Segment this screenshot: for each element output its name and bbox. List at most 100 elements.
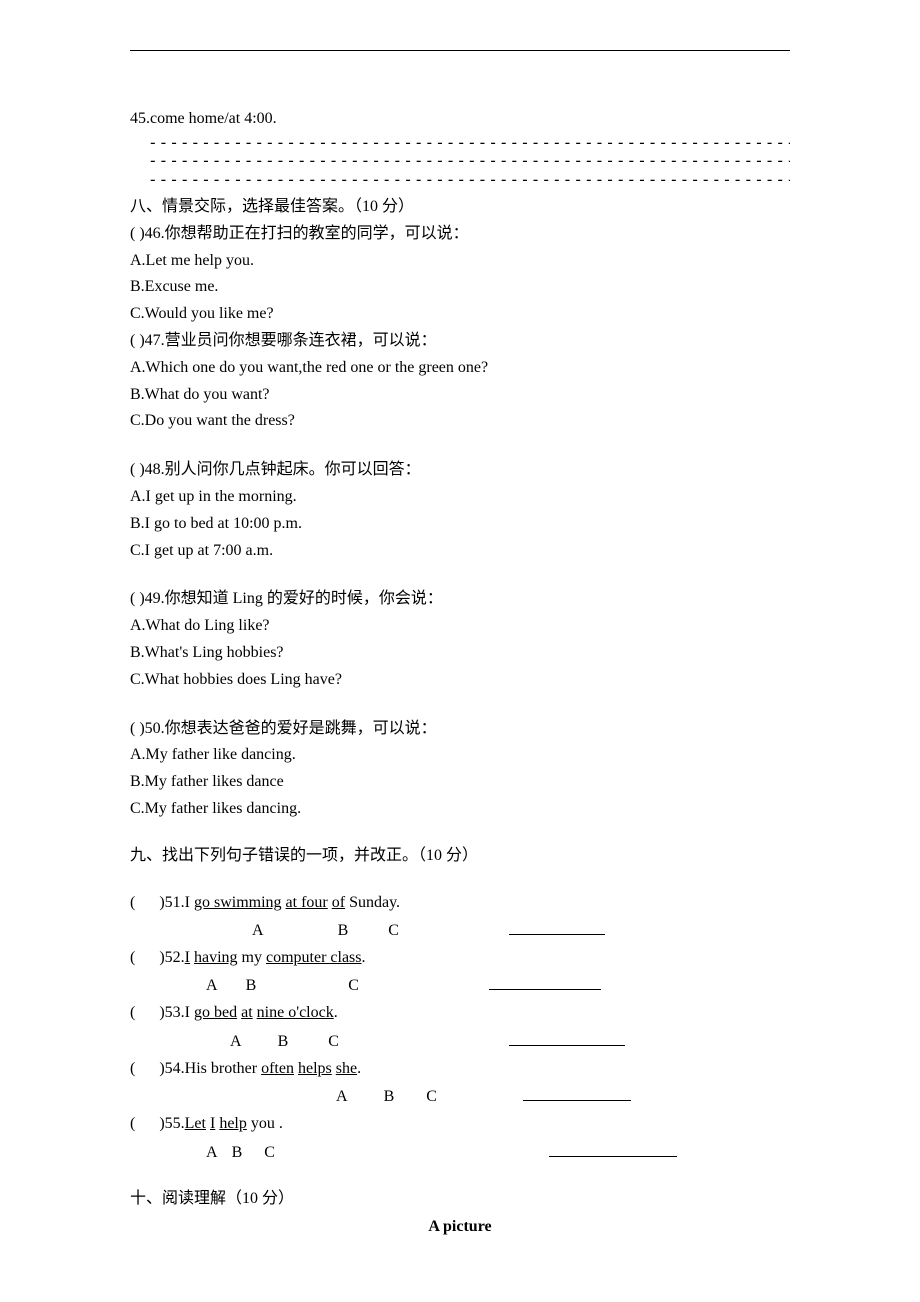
choice-label-c[interactable]: C [264, 1141, 275, 1166]
q45-prompt: 45.come home/at 4:00. [130, 107, 790, 132]
section9-body: ( )51.I go swimming at four of Sunday.AB… [130, 891, 790, 1166]
error-question: ( )53.I go bed at nine o'clock. [130, 1001, 790, 1026]
underlined-segment: Let [185, 1115, 206, 1132]
text-segment: my [238, 949, 266, 966]
sentence: I go swimming at four of Sunday. [185, 891, 400, 916]
mc-choice[interactable]: A.I get up in the morning. [130, 485, 790, 510]
mc-choice[interactable]: A.Which one do you want,the red one or t… [130, 356, 790, 381]
choice-label-row: A B C [130, 973, 790, 1000]
error-question: ( )54.His brother often helps she. [130, 1057, 790, 1082]
mc-question: ( )48.别人问你几点钟起床。你可以回答： [130, 458, 790, 483]
spacer [130, 565, 790, 585]
choice-label-a[interactable]: A [230, 1030, 242, 1055]
question-stem: 48.别人问你几点钟起床。你可以回答： [145, 461, 421, 478]
mc-choice[interactable]: B.I go to bed at 10:00 p.m. [130, 512, 790, 537]
choice-label-a[interactable]: A [206, 1141, 218, 1166]
text-segment: Sunday. [345, 894, 400, 911]
answer-paren[interactable]: ( ) [130, 891, 165, 916]
choice-label-b[interactable]: B [338, 919, 349, 944]
answer-paren[interactable]: ( ) [130, 461, 145, 478]
answer-paren[interactable]: ( ) [130, 1001, 165, 1026]
text-segment: . [334, 1004, 338, 1021]
choice-label-b[interactable]: B [246, 974, 257, 999]
section8-body: ( )46.你想帮助正在打扫的教室的同学，可以说：A.Let me help y… [130, 222, 790, 822]
section10-heading: 十、阅读理解（10 分） [130, 1187, 790, 1212]
underlined-segment: at four [286, 894, 328, 911]
choice-label-c[interactable]: C [328, 1030, 339, 1055]
question-number: 52. [165, 946, 185, 971]
answer-paren[interactable]: ( ) [130, 1112, 165, 1137]
choice-label-row: A B C [130, 917, 790, 944]
answer-paren[interactable]: ( ) [130, 590, 145, 607]
section9-heading: 九、找出下列句子错误的一项，并改正。（10 分） [130, 844, 790, 869]
sentence: I go bed at nine o'clock. [185, 1001, 338, 1026]
mc-choice[interactable]: B.Excuse me. [130, 275, 790, 300]
mc-choice[interactable]: A.What do Ling like? [130, 614, 790, 639]
underlined-segment: go swimming [194, 894, 282, 911]
question-stem: 49.你想知道 Ling 的爱好的时候，你会说： [145, 590, 443, 607]
underlined-segment: she [336, 1060, 357, 1077]
answer-paren[interactable]: ( ) [130, 332, 145, 349]
choice-label-a[interactable]: A [336, 1085, 348, 1110]
choice-label-row: ABC [130, 1139, 790, 1166]
answer-paren[interactable]: ( ) [130, 1057, 165, 1082]
answer-paren[interactable]: ( ) [130, 225, 145, 242]
text-segment: you . [247, 1115, 283, 1132]
mc-choice[interactable]: C.My father likes dancing. [130, 797, 790, 822]
section10-subtitle: A picture [130, 1218, 790, 1236]
correction-blank[interactable] [509, 1028, 625, 1046]
answer-paren[interactable]: ( ) [130, 946, 165, 971]
question-number: 54. [165, 1057, 185, 1082]
question-number: 53. [165, 1001, 185, 1026]
question-number: 55. [165, 1112, 185, 1137]
choice-label-a[interactable]: A [252, 919, 264, 944]
mc-choice[interactable]: A.Let me help you. [130, 249, 790, 274]
choice-label-b[interactable]: B [232, 1141, 243, 1166]
text-segment: I [185, 1004, 194, 1021]
choice-label-c[interactable]: C [388, 919, 399, 944]
sentence: His brother often helps she. [185, 1057, 361, 1082]
dash-line: ----------------------------------------… [148, 152, 790, 170]
underlined-segment: at [241, 1004, 253, 1021]
text-segment: . [357, 1060, 361, 1077]
mc-question: ( )47.营业员问你想要哪条连衣裙，可以说： [130, 329, 790, 354]
dash-line: ----------------------------------------… [148, 171, 790, 189]
underlined-segment: having [194, 949, 238, 966]
correction-blank[interactable] [549, 1139, 677, 1157]
underlined-segment: nine o'clock [257, 1004, 334, 1021]
mc-question: ( )50.你想表达爸爸的爱好是跳舞，可以说： [130, 717, 790, 742]
correction-blank[interactable] [523, 1083, 631, 1101]
mc-choice[interactable]: C.What hobbies does Ling have? [130, 668, 790, 693]
correction-blank[interactable] [489, 973, 601, 991]
underlined-segment: helps [298, 1060, 332, 1077]
underlined-segment: often [261, 1060, 294, 1077]
correction-blank[interactable] [509, 917, 605, 935]
question-stem: 46.你想帮助正在打扫的教室的同学，可以说： [145, 225, 469, 242]
underlined-segment: go bed [194, 1004, 237, 1021]
mc-choice[interactable]: C.Do you want the dress? [130, 409, 790, 434]
mc-choice[interactable]: B.What do you want? [130, 383, 790, 408]
text-segment: I [185, 894, 194, 911]
underlined-segment: help [219, 1115, 247, 1132]
underlined-segment: computer class [266, 949, 362, 966]
mc-question: ( )49.你想知道 Ling 的爱好的时候，你会说： [130, 587, 790, 612]
choice-label-c[interactable]: C [348, 974, 359, 999]
choice-label-a[interactable]: A [206, 974, 218, 999]
top-horizontal-rule [130, 50, 790, 51]
question-stem: 47.营业员问你想要哪条连衣裙，可以说： [145, 332, 437, 349]
dash-line: ----------------------------------------… [148, 134, 790, 152]
mc-question: ( )46.你想帮助正在打扫的教室的同学，可以说： [130, 222, 790, 247]
choice-label-b[interactable]: B [384, 1085, 395, 1110]
mc-choice[interactable]: A.My father like dancing. [130, 743, 790, 768]
answer-paren[interactable]: ( ) [130, 720, 145, 737]
mc-choice[interactable]: C.I get up at 7:00 a.m. [130, 539, 790, 564]
question-stem: 50.你想表达爸爸的爱好是跳舞，可以说： [145, 720, 437, 737]
mc-choice[interactable]: B.What's Ling hobbies? [130, 641, 790, 666]
choice-label-c[interactable]: C [426, 1085, 437, 1110]
choice-label-b[interactable]: B [278, 1030, 289, 1055]
text-segment: . [362, 949, 366, 966]
sentence: Let I help you . [185, 1112, 283, 1137]
mc-choice[interactable]: B.My father likes dance [130, 770, 790, 795]
error-question: ( )51.I go swimming at four of Sunday. [130, 891, 790, 916]
mc-choice[interactable]: C.Would you like me? [130, 302, 790, 327]
